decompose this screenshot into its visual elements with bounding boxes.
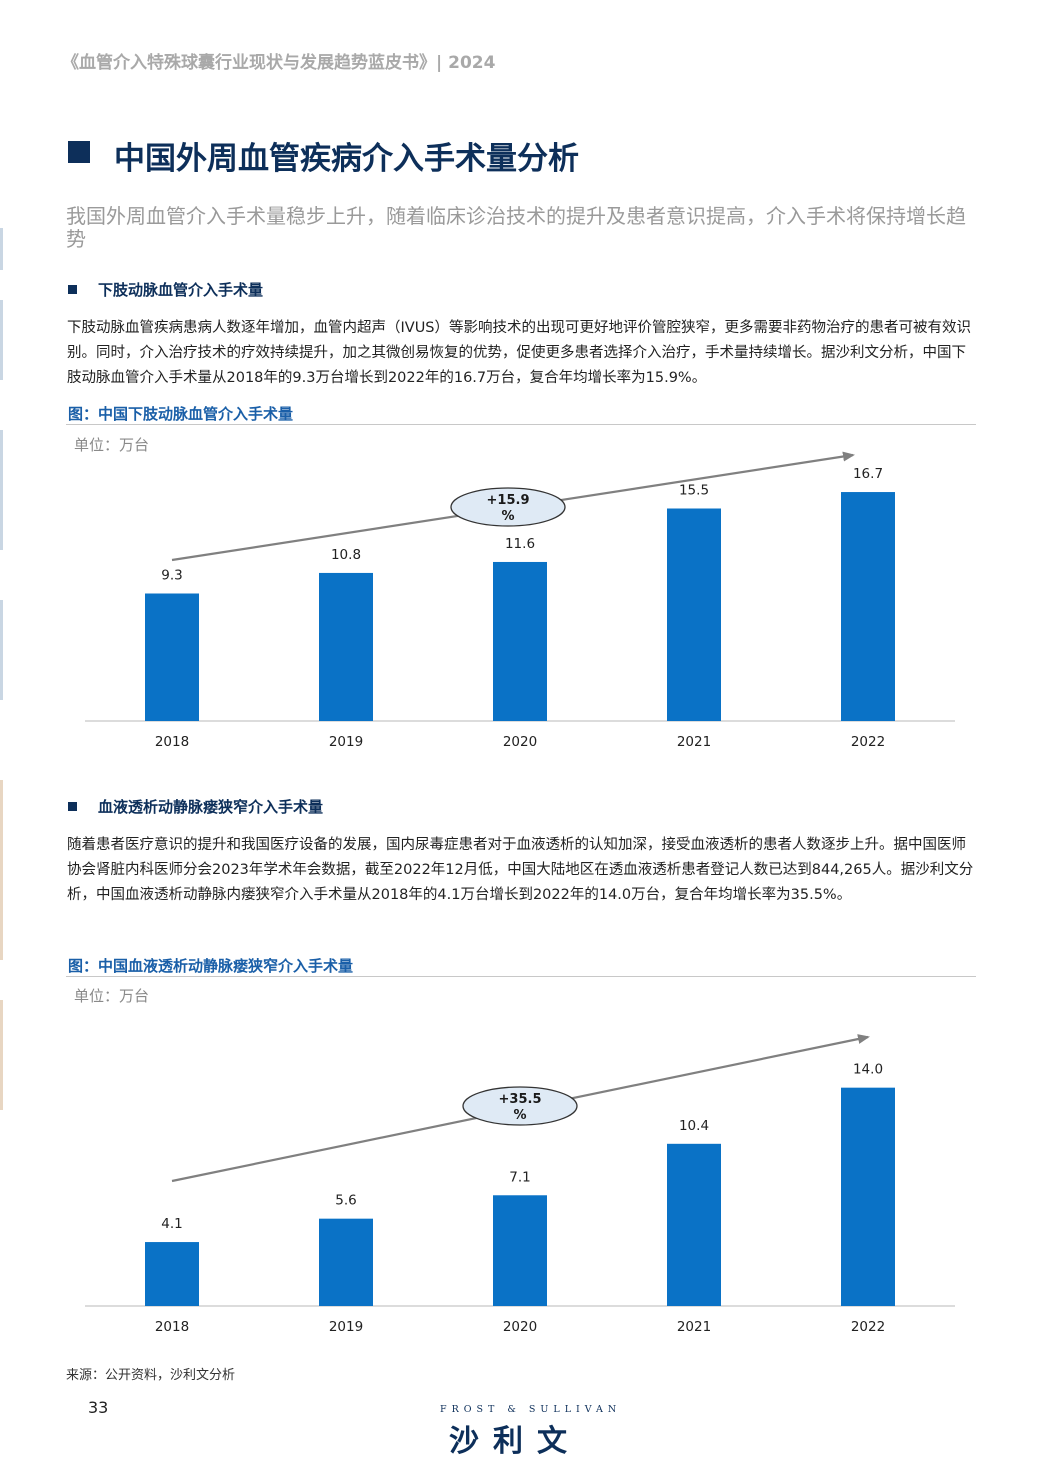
category-labels: 2018 2019 2020 2021 2022 (155, 1319, 885, 1335)
section-title-lower-limb: 下肢动脉血管介入手术量 (98, 281, 264, 299)
cagr-label-line2: % (513, 1108, 526, 1123)
bars (145, 1087, 895, 1306)
page-number: 33 (88, 1398, 109, 1417)
value-label-2018: 4.1 (161, 1216, 182, 1232)
bar-chart-dialysis: 4.1 5.6 7.1 10.4 14.0 2018 2019 2020 2021 2022 +… (85, 1034, 955, 1335)
source-note: 来源：公开资料，沙利文分析 (66, 1368, 236, 1383)
category-label-2019: 2019 (329, 1319, 363, 1335)
value-labels: 4.1 5.6 7.1 10.4 14.0 (161, 1062, 883, 1232)
figure-title-dialysis: 图：中国血液透析动静脉瘘狭窄介入手术量 (68, 957, 354, 975)
page-subtitle: 我国外周血管介入手术量稳步上升，随着临床诊治技术的提升及患者意识提高，介入手术将… (66, 204, 966, 251)
category-label-2019: 2019 (329, 734, 363, 750)
category-label-2021: 2021 (677, 734, 711, 750)
bar-2018 (145, 593, 199, 721)
section-paragraph-dialysis: 随着患者医疗意识的提升和我国医疗设备的发展，国内尿毒症患者对于血液透析的认知加深… (67, 837, 974, 903)
bar-2019 (319, 1218, 373, 1306)
cagr-label-line1: +35.5 (499, 1092, 542, 1107)
bar-2021 (667, 1143, 721, 1306)
header-title: 《血管介入特殊球囊行业现状与发展趋势蓝皮书》| 2024 (62, 53, 496, 73)
section-bullet (68, 802, 77, 811)
figure-divider (66, 424, 976, 425)
brand-logo-chinese: 沙利文 (449, 1424, 581, 1459)
page-title: 中国外周血管疾病介入手术量分析 (114, 141, 579, 177)
side-decoration (0, 300, 3, 380)
category-label-2020: 2020 (503, 734, 537, 750)
bar-2020 (493, 1195, 547, 1306)
unit-label-dialysis: 单位：万台 (74, 987, 150, 1005)
cagr-label-line1: +15.9 (487, 493, 530, 508)
value-label-2019: 10.8 (331, 547, 361, 563)
brand-logo-english: FROST & SULLIVAN (440, 1404, 622, 1415)
bar-2021 (667, 508, 721, 721)
value-label-2020: 7.1 (509, 1169, 530, 1185)
bar-2019 (319, 572, 373, 721)
title-bullet (68, 141, 90, 163)
cagr-label-line2: % (501, 509, 514, 524)
value-label-2021: 10.4 (679, 1118, 709, 1134)
figure-divider (66, 976, 976, 977)
category-label-2022: 2022 (851, 734, 885, 750)
section-bullet (68, 285, 77, 294)
value-label-2022: 16.7 (853, 466, 883, 482)
cagr-bubble (462, 1086, 578, 1126)
bar-2022 (841, 1087, 895, 1306)
value-label-2022: 14.0 (853, 1062, 883, 1078)
side-decoration (0, 228, 3, 270)
section-title-dialysis: 血液透析动静脉瘘狭窄介入手术量 (98, 798, 324, 816)
value-labels: 9.3 10.8 11.6 15.5 16.7 (161, 466, 883, 583)
bar-2020 (493, 561, 547, 721)
side-decoration (0, 600, 3, 700)
cagr-bubble (450, 487, 566, 527)
figure-title-lower-limb: 图：中国下肢动脉血管介入手术量 (68, 405, 294, 423)
side-decoration (0, 1000, 3, 1110)
section-paragraph-lower-limb: 下肢动脉血管疾病患病人数逐年增加，血管内超声（IVUS）等影响技术的出现可更好地… (67, 320, 972, 386)
side-decoration (0, 780, 3, 960)
category-label-2018: 2018 (155, 1319, 189, 1335)
value-label-2021: 15.5 (679, 483, 709, 499)
category-label-2021: 2021 (677, 1319, 711, 1335)
bar-2022 (841, 492, 895, 721)
category-label-2018: 2018 (155, 734, 189, 750)
category-labels: 2018 2019 2020 2021 2022 (155, 734, 885, 750)
bar-chart-lower-limb: 9.3 10.8 11.6 15.5 16.7 2018 2019 2020 2021 2022… (85, 451, 955, 750)
value-label-2018: 9.3 (161, 568, 182, 584)
category-label-2022: 2022 (851, 1319, 885, 1335)
value-label-2019: 5.6 (335, 1193, 356, 1209)
bar-2018 (145, 1242, 199, 1306)
category-label-2020: 2020 (503, 1319, 537, 1335)
unit-label-lower-limb: 单位：万台 (74, 436, 150, 454)
bars (145, 492, 895, 721)
value-label-2020: 11.6 (505, 536, 535, 552)
side-decoration (0, 430, 3, 550)
